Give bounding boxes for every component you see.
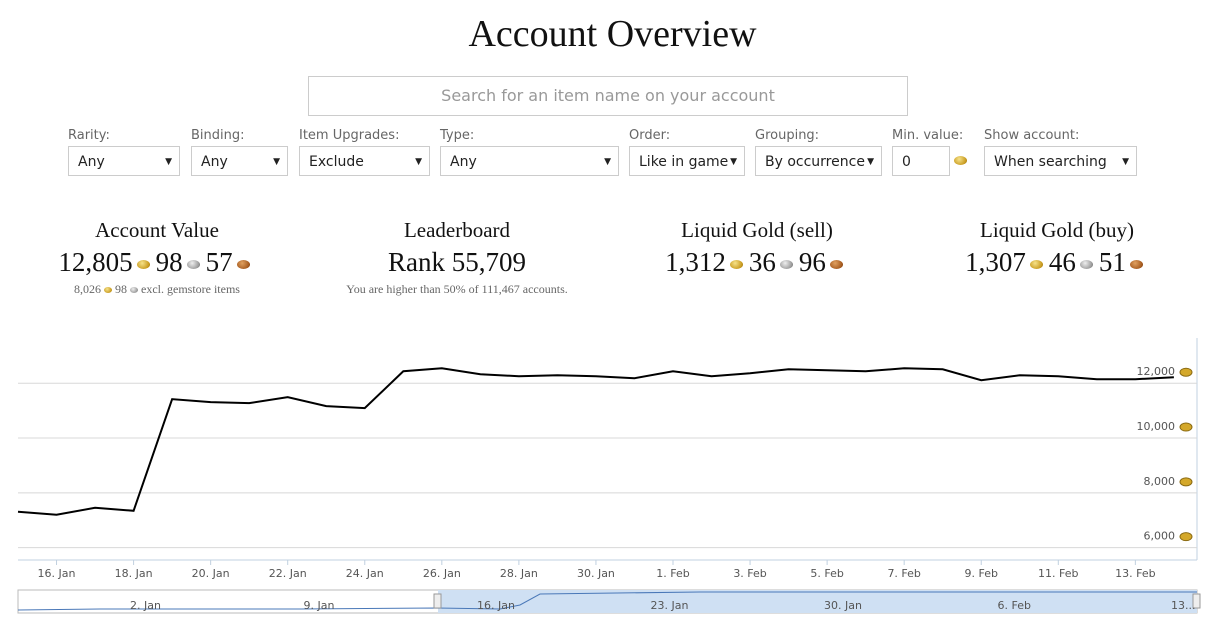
- note-silver-icon: [130, 287, 138, 294]
- x-tick-label: 20. Jan: [192, 567, 230, 580]
- silver-icon: [1079, 260, 1093, 270]
- navigator-label: 6. Feb: [998, 599, 1031, 612]
- navigator-label: 30. Jan: [824, 599, 862, 612]
- filter-label: Item Upgrades:: [299, 128, 400, 143]
- copper-icon: [829, 260, 843, 270]
- navigator-label: 23. Jan: [651, 599, 689, 612]
- gold-icon: [1179, 422, 1193, 432]
- dropdown[interactable]: Any: [191, 146, 288, 177]
- x-tick-label: 5. Feb: [810, 567, 843, 580]
- x-tick-label: 3. Feb: [733, 567, 766, 580]
- navigator-label: 2. Jan: [130, 599, 161, 612]
- copper-icon: [1129, 260, 1143, 270]
- silver: 36: [748, 247, 776, 277]
- data-line: [17, 367, 1174, 516]
- x-tick-label: 24. Jan: [346, 567, 384, 580]
- gold: 12,805: [58, 247, 133, 277]
- x-tick-label: 7. Feb: [887, 567, 920, 580]
- stat-value: 1,312 36 96: [597, 247, 917, 278]
- stat-note: You are higher than 50% of 111,467 accou…: [297, 282, 617, 297]
- x-tick-label: 22. Jan: [269, 567, 307, 580]
- copper: 57: [205, 247, 233, 277]
- gold: 1,307: [965, 247, 1026, 277]
- stat-block: Liquid Gold (sell) 1,312 36 96: [597, 218, 917, 278]
- stat-block: Account Value 12,805 98 57 8,026 98 excl. gems…: [0, 218, 317, 297]
- silver-icon: [779, 260, 793, 270]
- gold-icon: [954, 156, 967, 165]
- navigator-label: 9. Jan: [304, 599, 335, 612]
- y-tick-label: 8,000: [1144, 475, 1176, 488]
- stat-title: Leaderboard: [403, 218, 511, 242]
- navigator-handle[interactable]: [1192, 593, 1201, 609]
- page-title: Account Overview: [468, 13, 757, 55]
- x-tick-label: 28. Jan: [500, 567, 538, 580]
- gold-icon: [1179, 532, 1193, 542]
- silver: 98: [155, 247, 183, 277]
- filter-label: Grouping:: [755, 128, 820, 143]
- y-tick-label: 6,000: [1144, 530, 1176, 543]
- silver: 46: [1048, 247, 1076, 277]
- filter-label: Min. value:: [892, 128, 964, 143]
- navigator-label: 13...: [1171, 599, 1196, 612]
- search-box[interactable]: Search for an item name on your account: [308, 76, 908, 116]
- filter-label: Type:: [440, 128, 475, 143]
- x-tick-label: 26. Jan: [423, 567, 461, 580]
- navigator-line: [17, 591, 1197, 611]
- stat-title: Liquid Gold (buy): [980, 218, 1134, 242]
- stat-title: Account Value: [95, 218, 219, 242]
- navigator-selection[interactable]: [438, 590, 1197, 613]
- x-tick-label: 11. Feb: [1038, 567, 1078, 580]
- copper-icon: [236, 260, 250, 270]
- x-tick-label: 13. Feb: [1115, 567, 1155, 580]
- note-gold-icon: [104, 287, 112, 294]
- x-tick-label: 9. Feb: [965, 567, 998, 580]
- stat-value: 12,805 98 57: [0, 247, 317, 278]
- y-tick-label: 12,000: [1137, 365, 1176, 378]
- navigator-handle[interactable]: [433, 593, 442, 609]
- note-silver: 98: [115, 282, 127, 296]
- gold-icon: [1179, 477, 1193, 487]
- filter-label: Show account:: [984, 128, 1080, 143]
- navigator-label: 16. Jan: [477, 599, 515, 612]
- gold-icon: [1029, 260, 1043, 270]
- silver-icon: [186, 260, 200, 270]
- dropdown[interactable]: Any: [440, 146, 619, 177]
- filter-label: Binding:: [191, 128, 245, 143]
- stat-title: Liquid Gold (sell): [681, 218, 833, 242]
- filter-label: Order:: [629, 128, 671, 143]
- note-text: excl. gemstore items: [141, 282, 240, 296]
- x-tick-label: 30. Jan: [577, 567, 615, 580]
- gold-icon: [1179, 367, 1193, 377]
- number-input[interactable]: 0: [892, 146, 950, 176]
- dropdown[interactable]: When searching: [984, 146, 1137, 177]
- x-tick-label: 1. Feb: [656, 567, 689, 580]
- dropdown[interactable]: Like in game: [629, 146, 745, 177]
- x-tick-label: 16. Jan: [38, 567, 76, 580]
- filter-label: Rarity:: [68, 128, 110, 143]
- stat-block: Leaderboard Rank 55,709 You are higher tha…: [297, 218, 617, 297]
- note-text: You are higher than 50% of 111,467 accou…: [346, 282, 568, 296]
- dropdown[interactable]: Exclude: [299, 146, 430, 177]
- gold: 1,312: [665, 247, 726, 277]
- stat-value: 1,307 46 51: [897, 247, 1217, 278]
- x-tick-label: 18. Jan: [115, 567, 153, 580]
- dropdown[interactable]: By occurrence: [755, 146, 882, 177]
- gold-icon: [136, 260, 150, 270]
- note-gold: 8,026: [74, 282, 101, 296]
- copper: 51: [1098, 247, 1126, 277]
- copper: 96: [798, 247, 826, 277]
- stat-value: Rank 55,709: [388, 247, 526, 277]
- chart: 6,000 8,000 10,000 12,000 16. Jan 18. Jan 20. …: [17, 338, 1201, 614]
- stat-note: 8,026 98 excl. gemstore items: [0, 282, 317, 297]
- dropdown[interactable]: Any: [68, 146, 180, 177]
- stat-block: Liquid Gold (buy) 1,307 46 51: [897, 218, 1217, 278]
- gold-icon: [729, 260, 743, 270]
- y-tick-label: 10,000: [1137, 420, 1176, 433]
